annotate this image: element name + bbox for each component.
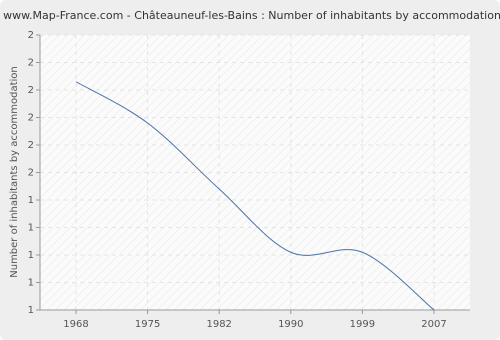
y-tick-label: 1	[28, 223, 34, 234]
x-tick-label: 1999	[350, 319, 375, 330]
y-tick-label: 1	[28, 195, 34, 206]
x-tick-label: 1982	[206, 319, 231, 330]
x-tick-label: 1975	[135, 319, 160, 330]
y-tick-label: 2	[28, 30, 34, 41]
y-tick-label: 1	[28, 305, 34, 316]
y-tick-label: 1	[28, 278, 34, 289]
x-tick-label: 1968	[63, 319, 88, 330]
y-tick-label: 2	[28, 113, 34, 124]
y-tick-label: 2	[28, 58, 34, 69]
y-tick-label: 1	[28, 250, 34, 261]
y-tick-label: 2	[28, 168, 34, 179]
y-axis-label: Number of inhabitants by accommodation	[9, 66, 20, 278]
series-line	[75, 81, 435, 311]
y-tick-label: 2	[28, 85, 34, 96]
plot-hatch	[40, 35, 470, 310]
x-tick-label: 2007	[421, 319, 446, 330]
chart-title: www.Map-France.com - Châteauneuf-les-Bai…	[3, 9, 500, 22]
y-tick-label: 2	[28, 140, 34, 151]
x-tick-label: 1990	[278, 319, 303, 330]
